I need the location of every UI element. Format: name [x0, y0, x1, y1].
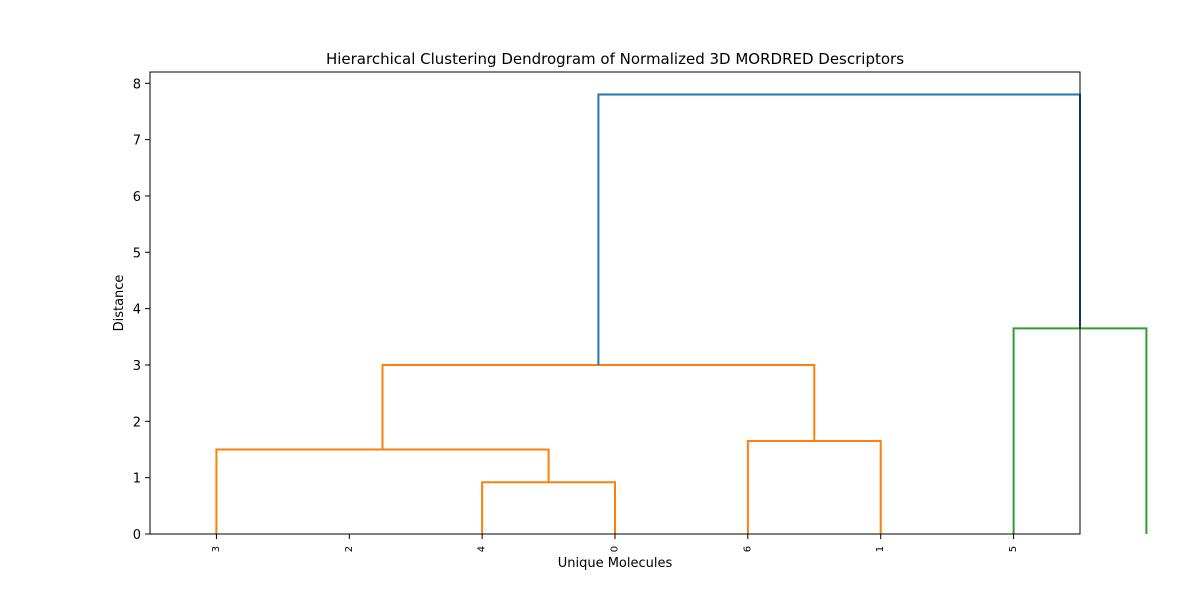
x-tick-label-leaf: 0: [610, 546, 621, 552]
chart-title: Hierarchical Clustering Dendrogram of No…: [326, 50, 904, 68]
y-axis-label: Distance: [112, 275, 127, 332]
y-tick-label: 4: [133, 303, 141, 318]
y-tick-label: 5: [133, 246, 141, 261]
x-tick-label-leaf: 2: [344, 546, 355, 552]
x-axis: 3 2 4 0 6 1 5: [211, 534, 1019, 552]
plot-frame: [149, 71, 1081, 535]
y-tick-label: 0: [133, 528, 141, 543]
y-tick-label: 6: [133, 190, 141, 205]
dendrogram-link-0: [481, 481, 616, 534]
y-tick-label: 7: [133, 134, 141, 149]
y-tick-label: 3: [133, 359, 141, 374]
y-tick-label: 2: [133, 415, 141, 430]
x-tick-label-leaf: 5: [1008, 546, 1019, 552]
dendrogram-link-5: [597, 93, 1081, 365]
y-tick-label: 8: [133, 77, 141, 92]
y-axis: 0 1 2 3 4 5 6 7 8: [133, 77, 150, 543]
dendrogram-link-2: [746, 440, 882, 534]
x-tick-label-leaf: 6: [742, 546, 753, 552]
x-tick-label-leaf: 4: [477, 546, 488, 552]
y-tick-label: 1: [133, 472, 141, 487]
dendrogram-link-3: [381, 364, 816, 450]
x-axis-label: Unique Molecules: [558, 556, 673, 571]
x-tick-label-leaf: 3: [211, 546, 222, 552]
x-tick-label-leaf: 1: [875, 546, 886, 552]
dendrogram-link-1: [215, 448, 550, 534]
dendrogram-links: [215, 93, 1148, 534]
